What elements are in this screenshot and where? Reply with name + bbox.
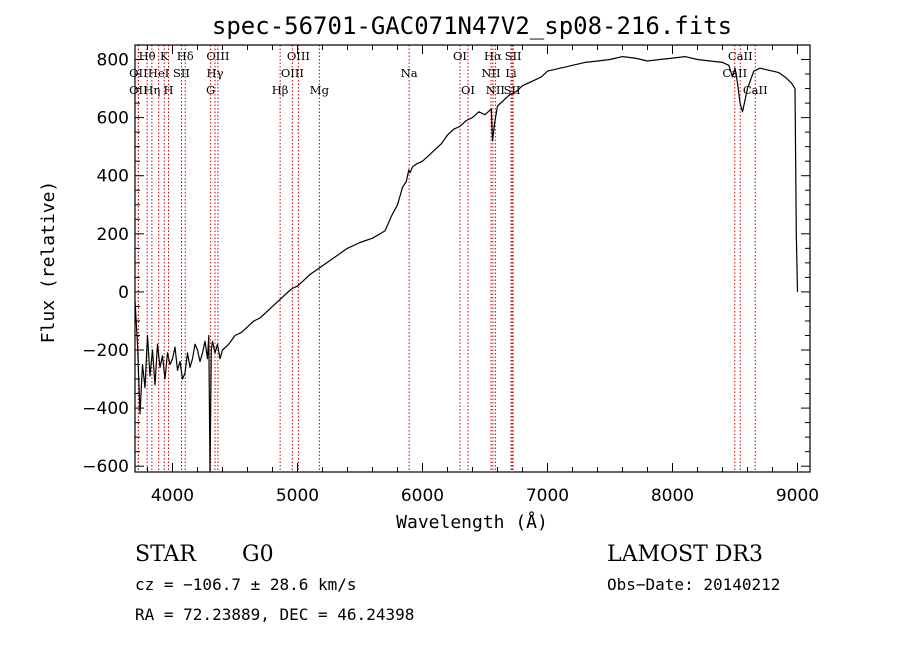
line-marker-label-15: NII bbox=[481, 66, 500, 80]
line-marker-label-14: Na bbox=[401, 66, 418, 80]
chart-title: spec-56701-GAC071N47V2_sp08-216.fits bbox=[212, 12, 732, 40]
line-marker-label-2: Hδ bbox=[177, 49, 194, 63]
spectrum-group bbox=[134, 55, 799, 473]
line-marker-label-0: Hθ bbox=[139, 49, 156, 63]
spectrum-line bbox=[134, 55, 799, 473]
line-marker-label-25: NII bbox=[486, 83, 505, 97]
y-tick-label-4: 200 bbox=[97, 225, 129, 245]
line-marker-label-26: SII bbox=[504, 83, 521, 97]
y-tick-label-1: −400 bbox=[82, 399, 129, 419]
line-marker-label-21: G bbox=[206, 83, 215, 97]
x-axis-label: Wavelength (Å) bbox=[396, 511, 548, 533]
line-marker-label-16: Li bbox=[505, 66, 517, 80]
survey-name: LAMOST DR3 bbox=[607, 542, 763, 567]
line-marker-label-10: HeI bbox=[148, 66, 169, 80]
line-marker-label-18: OII bbox=[129, 83, 148, 97]
line-marker-label-4: OIII bbox=[287, 49, 310, 63]
y-tick-label-2: −200 bbox=[82, 341, 129, 361]
line-marker-label-6: Hα bbox=[484, 49, 502, 63]
y-tick-label-0: −600 bbox=[82, 457, 129, 477]
y-tick-label-7: 800 bbox=[97, 51, 129, 71]
obs-date: Obs−Date: 20140212 bbox=[607, 575, 780, 594]
axes-group: 4000 5000 6000 7000 8000 9000 −600 −400 −200 0 200… bbox=[82, 44, 819, 506]
line-marker-label-24: OI bbox=[461, 83, 475, 97]
line-marker-label-13: OIII bbox=[281, 66, 304, 80]
object-class: STAR bbox=[135, 542, 197, 567]
y-tick-label-6: 600 bbox=[97, 109, 129, 129]
line-marker-label-23: Mg bbox=[310, 83, 330, 97]
x-tick-label-3: 7000 bbox=[526, 486, 569, 506]
redshift-value: cz = −106.7 ± 28.6 km/s bbox=[135, 575, 357, 594]
x-tick-label-2: 6000 bbox=[401, 486, 444, 506]
x-tick-label-1: 5000 bbox=[276, 486, 319, 506]
line-marker-label-19: Hη bbox=[143, 83, 160, 97]
line-marker-label-27: CaII bbox=[743, 83, 768, 97]
line-marker-label-7: SII bbox=[505, 49, 522, 63]
line-marker-label-22: Hβ bbox=[272, 83, 289, 97]
plot-frame bbox=[134, 44, 811, 473]
y-tick-label-3: 0 bbox=[118, 283, 129, 303]
line-marker-label-5: OI bbox=[453, 49, 467, 63]
line-marker-label-11: SII bbox=[173, 66, 190, 80]
x-tick-label-0: 4000 bbox=[151, 486, 194, 506]
line-marker-label-1: K bbox=[160, 49, 169, 63]
subclass: G0 bbox=[242, 542, 274, 567]
line-marker-label-20: H bbox=[163, 83, 173, 97]
x-tick-label-5: 9000 bbox=[776, 486, 819, 506]
line-marker-label-17: CaII bbox=[722, 66, 747, 80]
line-marker-label-8: CaII bbox=[728, 49, 753, 63]
y-tick-label-5: 400 bbox=[97, 167, 129, 187]
line-marker-label-12: Hγ bbox=[207, 66, 224, 80]
x-tick-label-4: 8000 bbox=[651, 486, 694, 506]
line-marker-label-3: OIII bbox=[206, 49, 229, 63]
y-axis-label: Flux (relative) bbox=[38, 181, 59, 344]
coordinates: RA = 72.23889, DEC = 46.24398 bbox=[135, 605, 414, 624]
